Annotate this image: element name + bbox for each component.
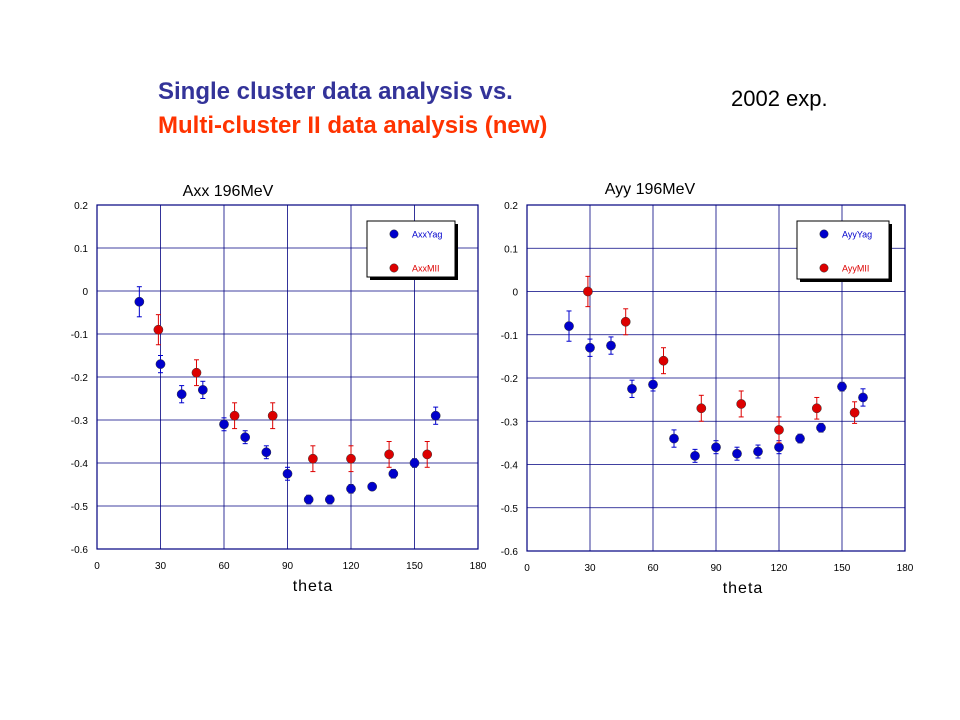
legend-label: AxxMII [412, 264, 440, 274]
data-point [627, 383, 637, 394]
y-tick-label: 0 [82, 287, 88, 298]
legend-marker [389, 263, 399, 273]
y-tick-label: 0.1 [74, 244, 88, 255]
slide-title-line2: Multi-cluster II data analysis (new) [158, 112, 548, 139]
legend-marker [819, 263, 829, 273]
data-point [658, 355, 669, 366]
x-tick-label: 120 [771, 563, 788, 574]
data-point [858, 392, 868, 403]
data-point [732, 448, 742, 459]
y-tick-label: 0 [512, 288, 518, 299]
x-tick-label: 180 [470, 561, 487, 572]
data-point [774, 425, 784, 435]
y-tick-label: -0.5 [71, 502, 89, 513]
x-tick-label: 150 [406, 561, 423, 572]
data-point [176, 389, 187, 400]
x-tick-label: 120 [343, 561, 360, 572]
data-point [811, 403, 822, 414]
x-tick-label: 60 [218, 561, 230, 572]
data-point [753, 446, 763, 457]
data-point [134, 296, 145, 307]
data-point [303, 494, 314, 505]
y-tick-label: -0.4 [71, 459, 89, 470]
y-tick-label: 0.2 [504, 201, 518, 212]
data-point [261, 447, 272, 458]
x-tick-label: 90 [282, 561, 294, 572]
chart-title: Ayy 196MeV [605, 181, 696, 198]
x-tick-label: 30 [155, 561, 167, 572]
data-point [267, 410, 278, 421]
data-point [795, 433, 805, 444]
data-point [409, 458, 420, 468]
data-point [153, 324, 164, 335]
x-tick-label: 0 [94, 561, 100, 572]
data-point [774, 442, 784, 453]
legend-box [366, 220, 456, 278]
data-point [736, 399, 747, 409]
x-tick-label: 60 [647, 563, 659, 574]
x-tick-label: 0 [524, 563, 530, 574]
data-point [367, 481, 378, 492]
y-tick-label: -0.3 [71, 416, 89, 427]
data-point [564, 321, 574, 331]
data-point [346, 483, 356, 494]
y-tick-label: -0.6 [501, 547, 519, 558]
x-tick-label: 150 [834, 563, 851, 574]
data-point [229, 410, 240, 421]
x-tick-label: 180 [897, 563, 914, 574]
axx-plot: 0.2 0.1 0 -0.1 -0.2 -0.3 -0.4 -0.5 -0.6 0 30 60 90 12… [71, 183, 487, 595]
y-tick-label: -0.2 [71, 373, 89, 384]
data-point [308, 453, 318, 464]
experiment-year-label: 2002 exp. [731, 86, 828, 111]
data-point [388, 468, 399, 479]
data-point [346, 453, 356, 464]
data-point [197, 385, 208, 395]
legend-box [796, 220, 890, 280]
legend-label: AxxYag [412, 230, 442, 240]
ayy-plot: 0.2 0.1 0 -0.1 -0.2 -0.3 -0.4 -0.5 -0.6 0 30 60 90 12… [501, 181, 914, 597]
y-tick-label: -0.5 [501, 504, 519, 515]
y-tick-label: -0.2 [501, 374, 519, 385]
data-point [669, 433, 679, 444]
data-point [696, 403, 707, 414]
data-point [282, 468, 293, 479]
data-point [606, 340, 616, 351]
legend-marker [389, 229, 399, 239]
y-tick-label: -0.6 [71, 545, 89, 556]
x-tick-label: 90 [710, 563, 722, 574]
data-point [324, 494, 335, 505]
data-point [585, 342, 595, 353]
chart-title: Axx 196MeV [183, 183, 274, 200]
y-tick-label: -0.1 [71, 330, 89, 341]
data-point [816, 422, 826, 433]
y-tick-label: 0.2 [74, 201, 88, 212]
data-point [430, 410, 441, 421]
x-axis-label: theta [723, 580, 764, 597]
data-point [837, 381, 847, 392]
data-point [583, 286, 593, 297]
data-point [648, 379, 658, 390]
data-point [422, 449, 433, 460]
legend-label: AyyMII [842, 264, 869, 274]
data-point [191, 367, 202, 378]
y-tick-label: -0.3 [501, 417, 519, 428]
x-axis-label: theta [293, 578, 334, 595]
data-point [155, 359, 166, 369]
legend-marker [819, 229, 829, 239]
data-point [849, 407, 860, 418]
y-tick-label: -0.1 [501, 331, 519, 342]
data-point [240, 432, 251, 443]
data-point [620, 316, 631, 327]
slide-title-line1: Single cluster data analysis vs. [158, 78, 513, 105]
y-tick-label: -0.4 [501, 461, 519, 472]
data-point [690, 451, 700, 461]
data-point [219, 419, 229, 430]
y-tick-label: 0.1 [504, 244, 518, 255]
data-point [384, 449, 394, 460]
legend-label: AyyYag [842, 230, 872, 240]
data-point [711, 442, 721, 453]
x-tick-label: 30 [584, 563, 596, 574]
